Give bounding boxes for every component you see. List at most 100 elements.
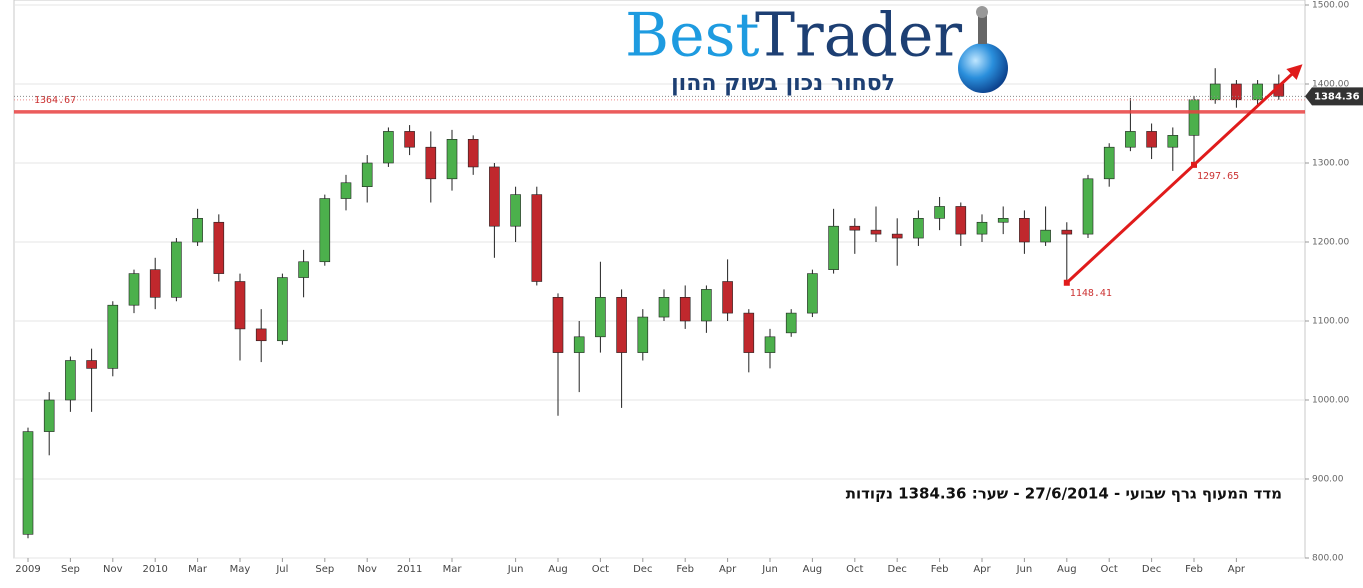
- candle-body: [870, 229, 882, 235]
- candle-body: [213, 221, 225, 274]
- trendline: [1065, 64, 1303, 284]
- candle-body: [383, 131, 394, 164]
- trend-start-label: 1148.41: [1070, 288, 1112, 299]
- y-tick-label: 1300.00: [1312, 159, 1349, 169]
- figure-icon: [978, 14, 987, 44]
- y-tick-label: 1500.00: [1312, 1, 1349, 11]
- x-tick-label: Jun: [1016, 564, 1033, 575]
- candle-body: [361, 162, 373, 188]
- x-tick-label: Sep: [61, 564, 80, 575]
- globe-icon: [958, 43, 1008, 93]
- candle-body: [298, 261, 309, 278]
- x-tick-label: Aug: [1057, 564, 1077, 575]
- x-tick-label: Apr: [719, 564, 737, 575]
- y-tick-label: 1200.00: [1312, 238, 1349, 248]
- x-tick-label: May: [230, 564, 251, 575]
- candle-body: [22, 431, 34, 535]
- candle-body: [340, 182, 352, 199]
- x-tick-label: Jun: [761, 564, 778, 575]
- candle-body: [319, 198, 331, 263]
- candle-body: [86, 360, 97, 369]
- candle-body: [891, 233, 903, 239]
- candle-body: [467, 139, 479, 168]
- x-tick-label: 2009: [15, 564, 40, 575]
- x-tick-label: Nov: [103, 564, 123, 575]
- y-tick-label: 1400.00: [1312, 80, 1349, 90]
- candle-body: [255, 328, 267, 342]
- candle-body: [1082, 178, 1094, 235]
- x-tick-label: 2011: [397, 564, 422, 575]
- candle-body: [1252, 83, 1263, 101]
- candle-body: [743, 312, 755, 353]
- x-tick-label: Dec: [633, 564, 652, 575]
- candle-body: [658, 296, 670, 318]
- x-tick-label: Oct: [846, 564, 863, 575]
- x-tick-label: Oct: [592, 564, 609, 575]
- candle-body: [1040, 229, 1051, 243]
- candle-body: [1231, 83, 1242, 101]
- x-tick-label: Jul: [275, 564, 288, 575]
- candle-body: [446, 139, 458, 180]
- last-price-box: [1305, 87, 1363, 106]
- x-tick-label: Nov: [357, 564, 377, 575]
- last-price-label: 1384.36: [1314, 91, 1360, 102]
- candle-body: [997, 218, 1009, 223]
- candle-body: [510, 194, 521, 227]
- candle-body: [1167, 135, 1179, 148]
- candle-body: [192, 218, 203, 243]
- candle-body: [637, 316, 649, 353]
- candle-body: [171, 241, 182, 298]
- candle-body: [616, 296, 627, 353]
- candle-body: [234, 281, 246, 330]
- candle-body: [849, 225, 861, 231]
- resistance-label: 1364.67: [34, 95, 76, 106]
- candle-body: [1061, 229, 1073, 235]
- x-tick-label: Feb: [931, 564, 949, 575]
- candle-body: [807, 273, 818, 314]
- x-tick-label: Feb: [676, 564, 694, 575]
- candle-body: [43, 399, 55, 432]
- y-tick-label: 1000.00: [1312, 396, 1349, 406]
- x-tick-label: Jun: [507, 564, 524, 575]
- candle-body: [107, 304, 119, 369]
- candle-body: [679, 296, 691, 322]
- chart-title: מדד המעוף גרף שבועי - 27/6/2014 - שער: 1…: [846, 485, 1282, 503]
- candle-body: [595, 296, 606, 338]
- brand-tagline: לסחור נכון בשוק ההון: [671, 71, 895, 96]
- x-tick-label: Dec: [888, 564, 907, 575]
- brand-second: Trader: [755, 1, 962, 71]
- candle-body: [277, 277, 288, 342]
- logo: Best Trader לסחור נכון בשוק ההון: [625, 1, 1008, 96]
- candle-body: [828, 225, 839, 270]
- candle-body: [404, 131, 415, 148]
- candle-body: [1188, 99, 1200, 136]
- candle-body: [1125, 131, 1136, 148]
- candle-body: [913, 218, 924, 239]
- candle-body: [722, 281, 733, 314]
- candle-body: [955, 206, 967, 235]
- trend-mid-label: 1297.65: [1197, 171, 1239, 182]
- candle-body: [425, 146, 437, 180]
- candle-body: [1019, 218, 1030, 243]
- candle-body: [1146, 131, 1157, 148]
- x-tick-label: Apr: [973, 564, 991, 575]
- x-tick-label: Aug: [548, 564, 568, 575]
- trend-point: [1191, 161, 1197, 168]
- x-tick-label: Mar: [443, 564, 463, 575]
- x-tick-label: Dec: [1142, 564, 1161, 575]
- x-tick-label: Mar: [188, 564, 208, 575]
- x-tick-label: Sep: [315, 564, 334, 575]
- brand-first: Best: [625, 1, 760, 71]
- candle-body: [1103, 146, 1115, 180]
- candle-body: [976, 221, 988, 235]
- candle-body: [1209, 83, 1221, 101]
- candle-body: [531, 194, 543, 282]
- candle-body: [701, 289, 712, 322]
- candle-body: [128, 273, 140, 306]
- candle-body: [149, 269, 161, 298]
- candle-body: [65, 360, 76, 401]
- candle-body: [552, 296, 564, 353]
- figure-head: [976, 6, 988, 18]
- x-tick-label: 2010: [142, 564, 167, 575]
- y-tick-label: 900.00: [1312, 475, 1344, 485]
